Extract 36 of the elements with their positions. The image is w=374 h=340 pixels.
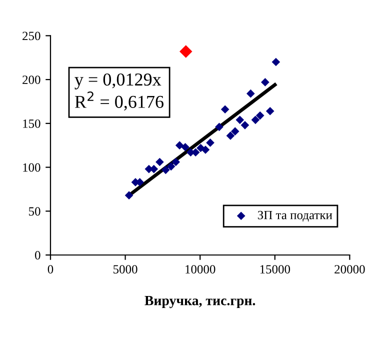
point bbox=[201, 146, 210, 154]
point bbox=[236, 116, 244, 124]
x-tick-label: 10000 bbox=[186, 265, 216, 274]
point bbox=[215, 122, 224, 132]
point bbox=[162, 166, 170, 174]
point bbox=[240, 121, 250, 130]
y-tick-label: 150 bbox=[23, 119, 40, 128]
x-axis-title: Виручка, тис.грн. bbox=[144, 296, 256, 308]
x-tick-label: 0 bbox=[48, 265, 54, 274]
annotation: y = 0,0129x R$^{2}$ = 0,6176 bbox=[74, 73, 164, 111]
point bbox=[124, 191, 134, 200]
point bbox=[175, 141, 184, 150]
point bbox=[220, 105, 230, 114]
point bbox=[181, 142, 190, 152]
x-tick-label: 15000 bbox=[260, 265, 290, 274]
point bbox=[226, 132, 235, 140]
point bbox=[166, 162, 176, 171]
point bbox=[230, 127, 240, 136]
point bbox=[256, 111, 264, 120]
point bbox=[156, 158, 164, 166]
point bbox=[266, 106, 274, 116]
y-tick-label: 100 bbox=[23, 163, 40, 172]
y-tick-label: 250 bbox=[22, 32, 40, 40]
point bbox=[246, 89, 255, 98]
point bbox=[261, 78, 270, 86]
legend-label: ЗП та податки bbox=[258, 210, 332, 222]
y-tick-label: 0 bbox=[34, 251, 40, 260]
point bbox=[251, 116, 260, 124]
y-tick-label: 200 bbox=[22, 76, 40, 84]
point bbox=[206, 138, 214, 147]
point bbox=[180, 45, 192, 58]
y-tick-label: 50 bbox=[28, 207, 40, 216]
x-tick-label: 5000 bbox=[114, 265, 138, 274]
point bbox=[172, 158, 180, 166]
point bbox=[272, 58, 280, 66]
x-tick-label: 20000 bbox=[334, 265, 365, 274]
